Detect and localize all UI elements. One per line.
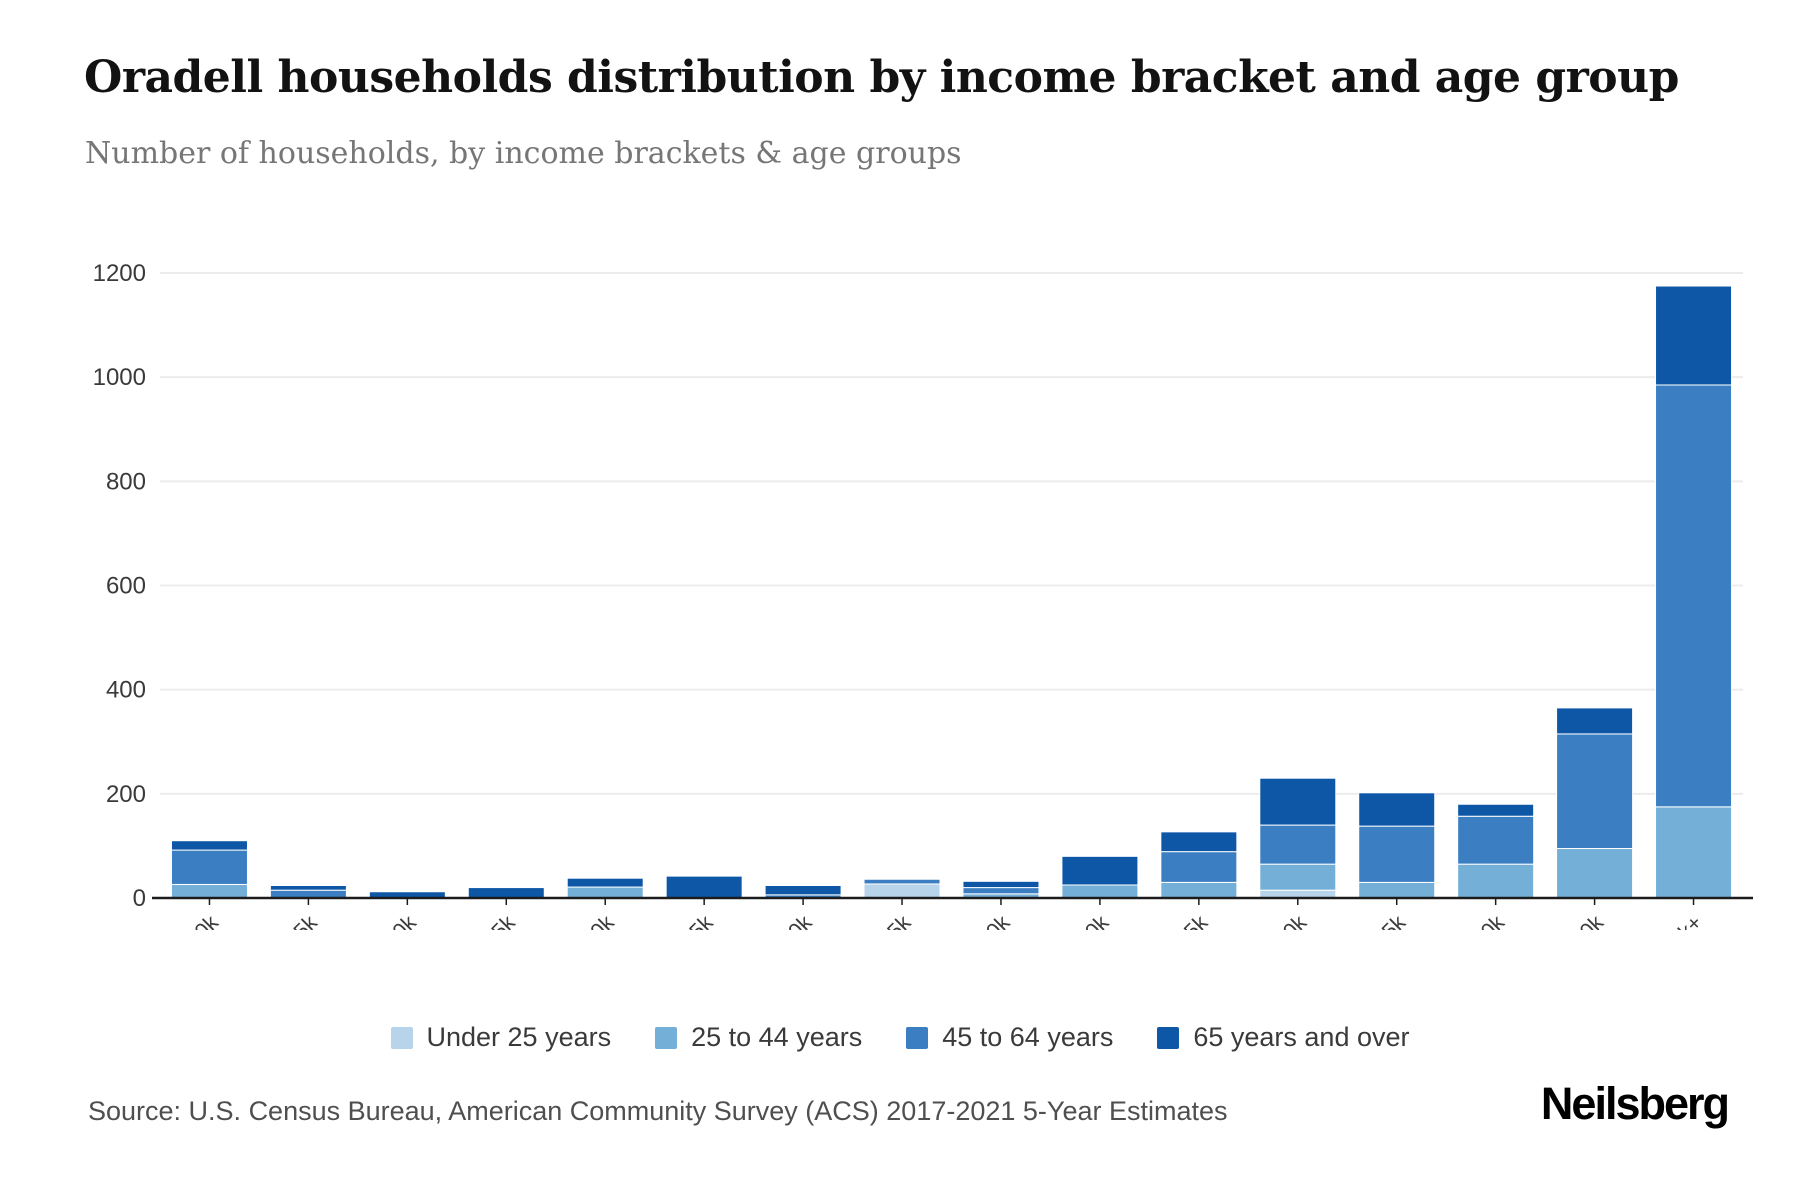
legend-item-25-to-44-years: 25 to 44 years [655,1022,862,1053]
y-axis-tick-label: 1200 [93,260,146,287]
x-axis-tick-label: $100k - 125k [1305,910,1410,930]
y-axis-tick-label: 200 [106,781,146,808]
x-axis-tick-label: $45k - 50k [927,910,1015,930]
bar-segment [467,887,545,899]
bar-segment [1556,733,1634,850]
bar-segment [1160,831,1238,853]
bar-segment [170,883,248,899]
stacked-bar-chart: 0 200 400 600 800 1000 1200 < $10k $10 - 15k $15k… [93,260,1753,1015]
bar-segment [1655,285,1733,386]
y-axis-tick-label: 400 [106,677,146,704]
bar-segment [665,875,743,899]
legend-swatch-icon [390,1026,413,1049]
x-axis-tick-label: $30k - 35k [630,910,718,930]
bar-segment [863,878,941,885]
x-axis-tick-label: $25k - 30k [531,910,619,930]
bar-segment [1061,884,1139,899]
bar-segment [1259,824,1337,865]
legend-label: 25 to 44 years [691,1022,863,1052]
bar-segment [764,885,842,896]
legend-swatch-icon [655,1026,678,1049]
source-note: Source: U.S. Census Bureau, American Com… [88,1096,1228,1126]
bar-segment [1457,863,1535,899]
bar-segment [1655,806,1733,899]
neilsberg-logo: Neilsberg [1540,1078,1730,1129]
y-axis-tick-label: 0 [133,885,146,912]
legend-item-45-to-64-years: 45 to 64 years [906,1022,1113,1053]
bar-segment [1259,777,1337,826]
page-subtitle: Number of households, by income brackets… [85,136,962,171]
x-axis-tick-label: $150k - 200k [1503,910,1608,930]
bar-segment [962,887,1040,895]
legend-swatch-icon [906,1026,929,1049]
bar-segment [170,849,248,885]
x-axis-tick-label: $40k - 45k [828,910,916,930]
bar-segment [269,885,347,891]
bar-segment [1358,825,1436,883]
legend-label: 65 years and over [1193,1022,1410,1052]
chart-area: 0 200 400 600 800 1000 1200 < $10k $10 - 15k $15k… [0,205,1800,1015]
y-axis-tick-label: 600 [106,573,146,600]
x-axis-tick-label: $75k - 100k [1215,910,1312,930]
bar-segment [1556,848,1634,899]
bar-segment [1358,881,1436,899]
bar-segment [170,840,248,851]
x-axis-tick-label: $200k+ [1640,911,1707,930]
y-axis-tick-label: 1000 [93,364,146,391]
legend-swatch-icon [1157,1026,1180,1049]
legend-item-65-years-and-over: 65 years and over [1157,1022,1410,1053]
x-axis-tick-label: $35k - 40k [729,910,817,930]
bar-segment [1556,707,1634,735]
bar-segment [566,886,644,899]
page-title: Oradell households distribution by incom… [84,52,1679,103]
bar-segment [566,877,644,888]
x-axis-tick-label: < $10k [160,910,223,930]
chart-legend: Under 25 years 25 to 44 years 45 to 64 yea… [0,1022,1800,1053]
x-axis-tick-label: $60k - 75k [1124,910,1212,930]
bar-segment [1160,851,1238,883]
y-axis-tick-label: 800 [106,468,146,495]
x-axis-tick-label: $50k - 60k [1025,910,1113,930]
bar-segment [1259,863,1337,891]
bar-segment [1061,855,1139,886]
legend-label: 45 to 64 years [942,1022,1114,1052]
legend-item-under-25-years: Under 25 years [390,1022,612,1053]
legend-label: Under 25 years [426,1022,612,1052]
x-axis-tick-label: $15k - 20k [333,910,421,930]
bar-segment [1457,803,1535,817]
x-axis-tick-label: $20k - 25k [432,910,520,930]
bar-segment [863,883,941,899]
bar-segment [1457,815,1535,865]
bar-segment [1655,384,1733,808]
x-axis-tick-label: $125k - 150k [1404,910,1509,930]
bar-segment [1160,881,1238,899]
bar-segment [962,880,1040,889]
bar-segment [1358,792,1436,827]
x-axis-tick-label: $10 - 15k [242,910,323,930]
